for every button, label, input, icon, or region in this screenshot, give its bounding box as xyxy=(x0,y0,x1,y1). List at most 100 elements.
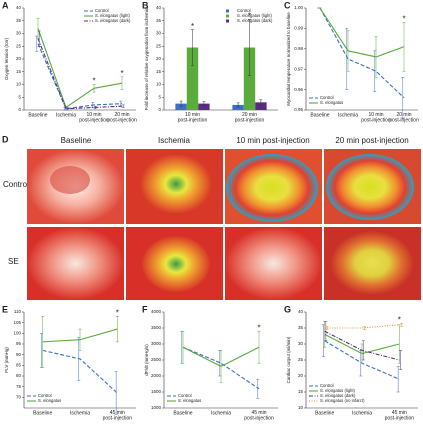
y-tick-label: 0 xyxy=(18,107,21,112)
bar xyxy=(175,103,187,110)
y-tick-label: 25 xyxy=(16,43,22,48)
y-tick-label: 110 xyxy=(14,309,22,314)
legend-label: S. elongatus (dark) xyxy=(320,393,356,398)
column-label: Ischemia xyxy=(158,136,191,145)
y-tick-label: 15 xyxy=(156,69,162,74)
significance: * xyxy=(120,69,123,78)
legend-label: S. elongatus xyxy=(320,100,343,105)
x-tick-label: Baseline xyxy=(173,410,192,416)
line xyxy=(324,330,400,361)
x-tick-label: Baseline xyxy=(315,410,334,416)
x-tick-label: 10 min post-injection xyxy=(361,112,391,124)
y-tick-label: 2500 xyxy=(151,357,162,362)
y-tick-label: 30 xyxy=(298,341,304,346)
row-label: SE xyxy=(8,257,19,266)
panel-label: E xyxy=(2,304,8,314)
legend-label: Control xyxy=(95,8,109,13)
panel-label: F xyxy=(142,304,148,314)
bar xyxy=(186,47,199,110)
y-tick-label: 4000 xyxy=(151,309,162,314)
y-tick-label: 0 xyxy=(158,107,161,112)
legend-label: S. elongatus (light) xyxy=(320,388,356,393)
thermal-spot xyxy=(326,154,414,220)
y-axis-label: Fold increase of relative oxygenation fr… xyxy=(144,7,149,110)
y-tick-label: 40 xyxy=(16,5,22,10)
legend-label: S. elongatus (light) xyxy=(237,13,273,18)
line xyxy=(182,346,260,368)
x-tick-label: Ischemia xyxy=(70,410,90,416)
line xyxy=(319,7,405,58)
chart: C Myocardial temperature normalized to ba… xyxy=(284,0,419,123)
thermal-image xyxy=(225,227,322,300)
y-tick-label: 20 xyxy=(16,56,22,61)
x-tick-label: 10 min post-injection xyxy=(79,112,109,124)
legend-label: S. elongatus (dark) xyxy=(237,18,273,23)
legend-label: S. elongatus (light) xyxy=(95,13,131,18)
column-label: 10 min post-injection xyxy=(236,136,309,145)
y-tick-label: 1.00 xyxy=(294,5,303,10)
y-tick-label: 35 xyxy=(156,18,162,23)
line xyxy=(37,28,123,109)
x-tick-label: 45 min post-injection xyxy=(385,410,415,422)
y-tick-label: 40 xyxy=(156,5,162,10)
panel-label: C xyxy=(284,0,291,10)
y-tick-label: 0.97 xyxy=(294,66,303,71)
y-tick-label: 1500 xyxy=(151,389,162,394)
y-axis-label: Cardiac output (ml/min) xyxy=(286,336,291,383)
legend-label: Control xyxy=(38,393,52,398)
line xyxy=(182,346,260,390)
x-tick-label: 10 min post-injection xyxy=(178,112,208,124)
x-tick-label: 45 min post-injection xyxy=(244,410,274,422)
y-tick-label: 20 xyxy=(156,56,162,61)
y-tick-label: 90 xyxy=(16,352,22,357)
y-tick-label: 2000 xyxy=(151,373,162,378)
x-tick-label: Ischemia xyxy=(338,112,358,118)
y-tick-label: 15 xyxy=(16,69,22,74)
y-tick-label: 0.96 xyxy=(294,87,303,92)
row-label: Control xyxy=(3,180,29,189)
y-tick-label: 30 xyxy=(16,31,22,36)
y-tick-label: 75 xyxy=(16,384,22,389)
significance: * xyxy=(92,77,95,86)
y-tick-label: 95 xyxy=(16,341,22,346)
legend-label: Control xyxy=(237,8,251,13)
chart: FdP/dt (mmHg/s) 1000 1500 2000 2500 3000 3500 4… xyxy=(142,304,278,422)
significance: * xyxy=(398,315,401,324)
y-tick-label: 25 xyxy=(298,357,304,362)
y-tick-label: 0.99 xyxy=(294,26,303,31)
x-tick-label: Baseline xyxy=(310,112,329,118)
legend-label: S. elongatus (no infarct) xyxy=(320,398,365,403)
y-tick-label: 10 xyxy=(16,82,22,87)
line xyxy=(37,43,123,110)
y-axis-label: PLV (mmHg) xyxy=(4,347,9,373)
panel-label: B xyxy=(142,0,149,10)
line xyxy=(324,333,400,355)
y-axis-label: dP/dt (mmHg/s) xyxy=(144,344,149,376)
chart: E PLV (mmHg) 70 75 80 85 90 95 100 105 110 Baseline… xyxy=(2,304,136,422)
line xyxy=(319,7,405,99)
y-tick-label: 35 xyxy=(298,325,304,330)
legend-swatch xyxy=(226,14,229,18)
column-label: 20 min post-injection xyxy=(335,136,408,145)
thermal-spot xyxy=(142,236,210,292)
panel-label: D xyxy=(2,134,9,144)
significance: * xyxy=(257,323,260,332)
bar xyxy=(198,103,210,110)
y-tick-label: 3500 xyxy=(151,325,162,330)
thermal-spot xyxy=(330,231,414,295)
y-axis-label: Oxygen tension (torr) xyxy=(4,37,9,80)
y-tick-label: 80 xyxy=(16,373,22,378)
y-tick-label: 20 xyxy=(298,373,304,378)
x-tick-label: 20 min post-injection xyxy=(389,112,419,124)
x-tick-label: Baseline xyxy=(33,410,52,416)
legend-label: S. elongatus xyxy=(178,398,201,403)
thermal-spot xyxy=(226,154,318,222)
y-tick-label: 70 xyxy=(16,395,22,400)
y-tick-label: 0.95 xyxy=(294,107,303,112)
legend-label: Control xyxy=(320,383,334,388)
bar xyxy=(243,47,256,110)
x-tick-label: Ischemia xyxy=(211,410,231,416)
y-tick-label: 100 xyxy=(13,331,21,336)
